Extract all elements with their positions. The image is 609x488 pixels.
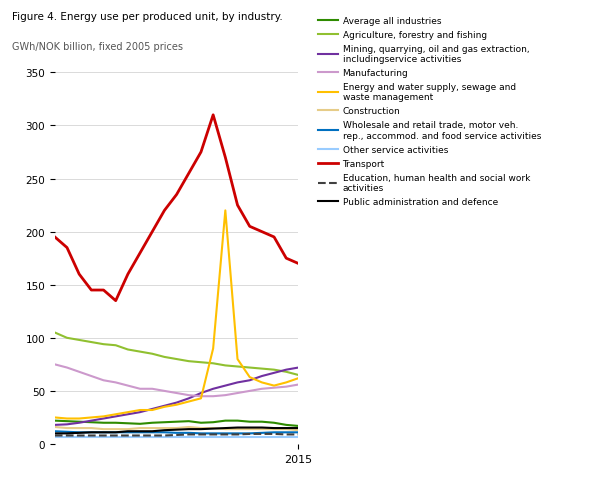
Legend: Average all industries, Agriculture, forestry and fishing, Mining, quarrying, oi: Average all industries, Agriculture, for… (318, 17, 541, 206)
Text: Figure 4. Energy use per produced unit, by industry.: Figure 4. Energy use per produced unit, … (12, 12, 283, 22)
Text: GWh/NOK billion, fixed 2005 prices: GWh/NOK billion, fixed 2005 prices (12, 41, 183, 51)
